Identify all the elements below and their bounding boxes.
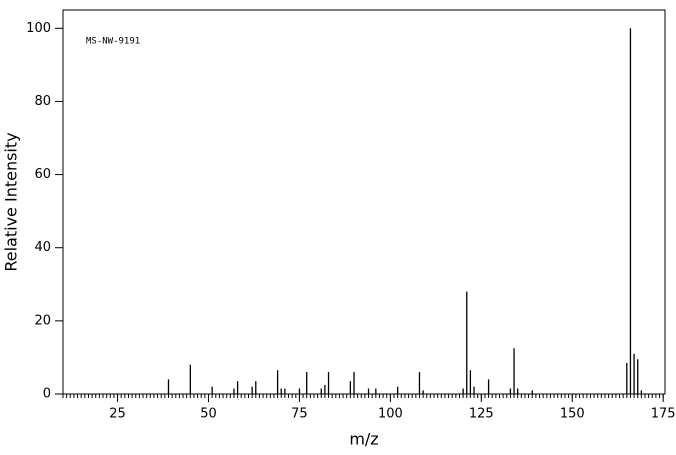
x-tick-label: 175 <box>651 407 676 422</box>
x-tick-label: 75 <box>291 407 308 422</box>
y-tick-label: 40 <box>34 240 51 255</box>
y-axis-label: Relative Intensity <box>2 132 21 271</box>
x-tick-label: 150 <box>560 407 585 422</box>
plot-frame <box>62 9 666 395</box>
x-tick-label: 125 <box>469 407 494 422</box>
x-axis-label: m/z <box>349 430 378 449</box>
annotation: MS-NW-9191 <box>86 37 140 47</box>
y-tick-label: 0 <box>43 387 51 402</box>
y-tick-label: 20 <box>34 313 51 328</box>
y-tick-label: 60 <box>34 167 51 182</box>
x-tick-label: 100 <box>378 407 403 422</box>
y-tick-label: 80 <box>34 94 51 109</box>
x-tick-label: 25 <box>109 407 126 422</box>
x-tick-label: 50 <box>200 407 217 422</box>
y-tick-label: 100 <box>26 21 51 36</box>
